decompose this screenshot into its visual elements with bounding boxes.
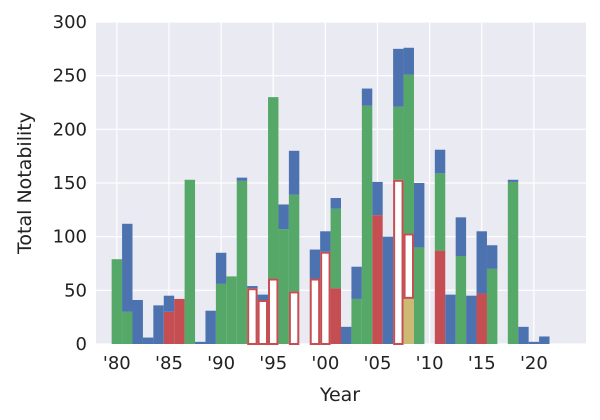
bar-red-1985 [163,311,175,344]
bar-white-2008 [403,233,414,299]
bar-green-2013 [455,255,467,344]
bar-blue-2005 [372,181,383,216]
bar-green-2011 [434,173,446,251]
bar-blue-1981 [122,223,133,312]
x-tick-label: '00 [311,353,339,374]
y-tick-label: 200 [53,119,87,140]
bar-green-2001 [330,208,341,289]
bar-blue-1999 [309,249,321,279]
bar-blue-2009 [413,183,425,248]
bars [111,47,550,346]
y-tick-label: 100 [53,227,87,248]
bar-blue-1992 [236,177,248,181]
bar-green-2008 [403,74,414,234]
bar-blue-1982 [132,299,143,344]
bar-blue-2013 [455,217,467,256]
x-axis-title: Year [319,384,360,406]
bar-blue-2007 [393,48,404,107]
bar-blue-2002 [341,326,352,344]
bar-blue-1996 [278,204,289,230]
y-tick-label: 150 [53,173,87,194]
bar-blue-1989 [205,310,216,344]
bar-red-2005 [372,215,383,344]
bar-blue-2015 [476,231,487,294]
bar-tan-2008 [403,297,414,344]
bar-green-1995 [268,97,279,279]
bar-blue-2000 [320,231,331,252]
bar-white-1997 [288,291,300,346]
y-tick-label: 250 [53,66,87,87]
bar-blue-2003 [351,266,362,299]
bar-white-1999 [309,278,321,346]
bar-blue-1985 [163,295,175,312]
bar-blue-2014 [466,295,477,344]
bar-green-1987 [184,179,196,344]
bar-red-2011 [434,250,446,344]
y-tick-labels: 0 50 100 150 200 250 300 [53,12,87,355]
x-tick-label: '20 [520,353,548,374]
bar-green-1981 [122,311,133,344]
x-tick-label: '80 [103,353,131,374]
bar-blue-1983 [142,337,154,344]
x-tick-label: '05 [364,353,392,374]
bar-green-2003 [351,298,362,344]
x-tick-label: '10 [416,353,444,374]
bar-red-1986 [174,298,185,344]
bar-white-1995 [268,278,279,346]
bar-blue-2008 [403,47,414,75]
y-axis-title: Total Notability [14,112,36,255]
bar-blue-2021 [539,336,550,344]
x-tick-label: '85 [155,353,183,374]
y-tick-label: 50 [64,280,87,301]
x-tick-labels: '80 '85 '90 '95 '00 '05 '10 '15 '20 [103,353,548,374]
bar-white-2007 [393,179,404,345]
x-tick-label: '15 [468,353,496,374]
bar-white-2000 [320,251,331,345]
bar-green-2004 [361,105,373,344]
bar-green-1991 [226,276,237,344]
bar-blue-1994 [257,294,269,300]
bar-blue-2020 [528,341,540,344]
bar-blue-2004 [361,88,373,106]
x-tick-label: '95 [259,353,287,374]
y-tick-label: 300 [53,12,87,33]
bar-green-2018 [507,181,519,344]
bar-red-2001 [330,288,341,344]
bar-blue-1984 [153,305,164,344]
bar-blue-2001 [330,198,341,209]
bar-blue-1993 [247,286,258,289]
bar-green-2016 [486,268,498,344]
bar-white-1993 [247,288,258,346]
bar-blue-2006 [382,236,394,344]
bar-white-1994 [257,299,269,346]
bar-green-2007 [393,106,404,180]
bar-blue-2018 [507,179,519,182]
bar-green-1980 [111,259,123,344]
bar-blue-2011 [434,149,446,174]
y-tick-label: 0 [76,334,87,355]
bar-red-2015 [476,293,487,344]
bar-blue-2016 [486,245,498,269]
bar-green-1997 [288,194,300,292]
bar-green-1992 [236,180,248,344]
bar-green-1996 [278,229,289,344]
bar-blue-2012 [445,294,456,344]
bar-green-1990 [215,283,227,344]
bar-blue-1990 [215,252,227,284]
bar-green-2009 [413,247,425,344]
bar-blue-1988 [195,341,206,344]
x-tick-label: '90 [207,353,235,374]
bar-blue-1997 [288,150,300,195]
bar-blue-2019 [518,326,529,344]
